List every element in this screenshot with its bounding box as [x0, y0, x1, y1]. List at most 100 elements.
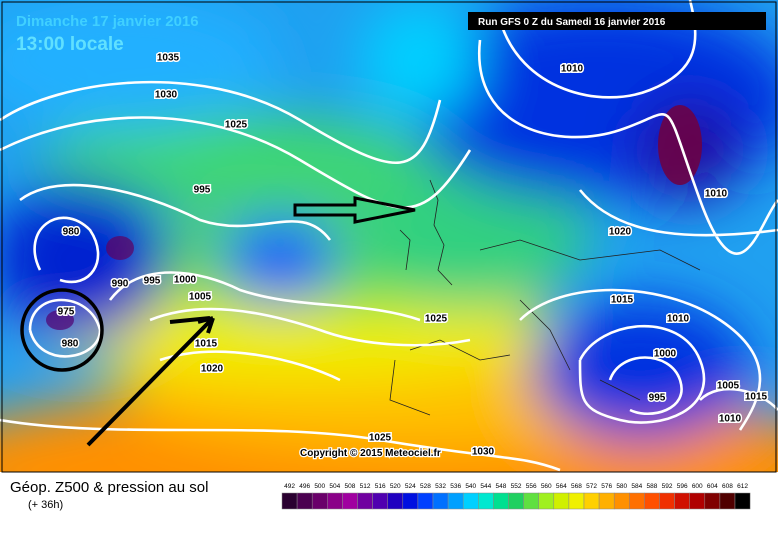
scale-label: 604: [707, 483, 718, 490]
scale-label: 548: [496, 483, 507, 490]
isobar-label: 1010: [667, 314, 690, 325]
scale-swatch: [719, 492, 736, 510]
scale-label: 608: [722, 483, 733, 490]
scale-swatch: [583, 492, 600, 510]
isobar-label: 1025: [369, 433, 392, 444]
scale-swatch: [432, 492, 449, 510]
scale-label: 516: [375, 483, 386, 490]
scale-swatch: [674, 492, 690, 510]
isobar-label: 995: [144, 276, 161, 287]
scale-label: 496: [299, 483, 310, 490]
isobar-label: 1025: [225, 120, 248, 131]
scale-label: 552: [511, 483, 522, 490]
isobar-label: 1000: [174, 275, 197, 286]
color-scale: 492 496 500 504 508 512 516 520 524 528 532 536 540 5…: [281, 483, 751, 510]
isobar-label: 1010: [719, 414, 742, 425]
isobar-label: 1030: [472, 447, 495, 458]
scale-label: 504: [329, 483, 340, 490]
isobar-label: 990: [112, 279, 129, 290]
isobar-label: 980: [62, 339, 79, 350]
scale-swatch: [598, 492, 615, 510]
scale-swatch: [311, 492, 328, 510]
isobar-label: 980: [63, 227, 80, 238]
scale-label: 584: [631, 483, 642, 490]
scale-swatch: [704, 492, 721, 510]
scale-label: 592: [662, 483, 673, 490]
isobar-label: 1015: [611, 295, 634, 306]
isobar-label: 1010: [561, 64, 584, 75]
scale-label: 540: [465, 483, 476, 490]
scale-label: 536: [450, 483, 461, 490]
scale-swatch: [493, 492, 509, 510]
scale-swatch: [342, 492, 358, 510]
scale-label: 564: [556, 483, 567, 490]
scale-swatch: [296, 492, 313, 510]
scale-swatch: [447, 492, 464, 510]
scale-swatch: [613, 492, 630, 510]
scale-label: 568: [571, 483, 582, 490]
isobar-label: 1005: [717, 381, 740, 392]
scale-swatch: [387, 492, 404, 510]
scale-swatch: [644, 492, 660, 510]
date-label: Dimanche 17 janvier 2016: [16, 13, 199, 30]
scale-label: 600: [692, 483, 703, 490]
scale-swatch: [523, 492, 539, 510]
scale-label: 612: [737, 483, 748, 490]
isobar-label: 1015: [195, 339, 218, 350]
scale-swatch: [372, 492, 388, 510]
isobar-label: 1005: [189, 292, 212, 303]
coastline: [389, 179, 701, 416]
isobar-label: 1030: [155, 90, 178, 101]
map-frame: [1, 1, 777, 473]
scale-swatch: [568, 492, 585, 510]
scale-label: 556: [526, 483, 537, 490]
scale-label: 492: [284, 483, 295, 490]
scale-swatch: [538, 492, 555, 510]
copyright: Copyright © 2015 Meteociel.fr: [300, 448, 441, 459]
legend-lead: (+ 36h): [28, 499, 63, 511]
arrows: [86, 196, 416, 447]
scale-label: 572: [586, 483, 597, 490]
scale-swatch: [417, 492, 434, 510]
scale-swatch: [478, 492, 494, 510]
isobar-labels: 1035 1030 1025 995 980 990 995 1000 1005 975 980 10…: [56, 51, 769, 459]
scale-swatch: [734, 492, 751, 510]
isobar-label: 1015: [745, 392, 768, 403]
scale-swatch: [689, 492, 706, 510]
scale-label: 524: [405, 483, 416, 490]
isobar-label: 995: [649, 393, 666, 404]
scale-swatch: [357, 492, 373, 510]
scale-label: 596: [677, 483, 688, 490]
isobar-label: 1020: [609, 227, 632, 238]
scale-label: 580: [616, 483, 627, 490]
scale-swatch: [629, 492, 645, 510]
isobar-label: 1035: [157, 53, 180, 64]
scale-label: 588: [647, 483, 658, 490]
isobar-label: 1025: [425, 314, 448, 325]
highlight-circle: [20, 288, 104, 372]
run-box: [468, 12, 766, 30]
scale-swatch: [327, 492, 343, 510]
time-label: 13:00 locale: [16, 34, 124, 55]
scale-label: 500: [314, 483, 325, 490]
scale-label: 544: [480, 483, 491, 490]
run-label: Run GFS 0 Z du Samedi 16 janvier 2016: [478, 17, 666, 28]
legend-title: Géop. Z500 & pression au sol: [10, 479, 208, 496]
scale-label: 560: [541, 483, 552, 490]
isobar-label: 1010: [705, 189, 728, 200]
scale-label: 512: [360, 483, 371, 490]
isobar-label: 1020: [201, 364, 224, 375]
isobar-label: 975: [58, 307, 75, 318]
scale-label: 528: [420, 483, 431, 490]
scale-swatch: [659, 492, 675, 510]
scale-swatch: [553, 492, 570, 510]
isobar-label: 995: [194, 185, 211, 196]
scale-swatch: [462, 492, 479, 510]
isobar-label: 1000: [654, 349, 677, 360]
scale-label: 508: [345, 483, 356, 490]
scale-label: 520: [390, 483, 401, 490]
scale-label: 576: [601, 483, 612, 490]
scale-swatch: [281, 492, 298, 510]
